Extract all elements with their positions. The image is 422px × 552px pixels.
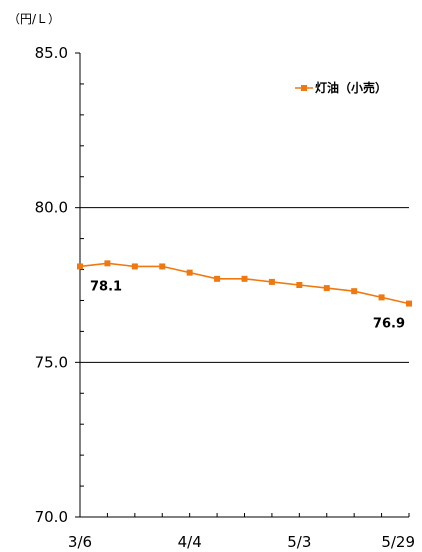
data-point (241, 275, 248, 282)
y-tick-label: 75.0 (35, 353, 68, 371)
y-tick-label: 85.0 (35, 44, 68, 62)
data-point (323, 285, 330, 292)
data-point (378, 294, 385, 301)
data-point (406, 300, 412, 307)
data-point (351, 288, 358, 295)
data-point (159, 263, 166, 270)
data-point (214, 275, 221, 282)
x-axis-ticks: 3/6 4/4 5/3 5/29 (68, 533, 415, 551)
data-point (131, 263, 138, 270)
data-label: 78.1 (90, 279, 122, 294)
data-point (296, 282, 303, 288)
y-axis-ticks: 85.0 80.0 75.0 70.0 (35, 44, 68, 526)
x-tick-label: 5/3 (287, 533, 311, 551)
legend: 灯油（小売） (295, 80, 387, 95)
axes (75, 52, 410, 518)
data-label: 76.9 (373, 317, 405, 332)
legend-label: 灯油（小売） (315, 80, 387, 95)
x-tick-label: 4/4 (178, 533, 202, 551)
data-point (104, 260, 111, 267)
x-tick-label: 5/29 (381, 533, 415, 551)
series-layer (77, 260, 412, 307)
series-line-kerosene (79, 262, 410, 305)
unit-label: （円/Ｌ） (8, 12, 60, 26)
data-point (186, 269, 193, 276)
legend-marker (301, 85, 307, 91)
data-point (268, 278, 275, 285)
gridlines (80, 207, 409, 363)
y-tick-label: 80.0 (35, 199, 68, 217)
data-labels: 78.1 76.9 (90, 279, 405, 331)
data-point (77, 263, 83, 270)
y-tick-label: 70.0 (35, 508, 68, 526)
x-tick-label: 3/6 (68, 533, 92, 551)
